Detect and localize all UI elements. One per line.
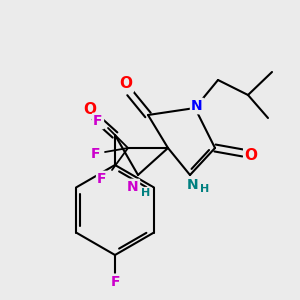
Text: H: H <box>141 188 151 198</box>
Text: F: F <box>97 172 107 186</box>
Text: O: O <box>119 76 133 92</box>
Text: N: N <box>191 99 203 113</box>
Text: H: H <box>200 184 210 194</box>
Text: F: F <box>93 114 103 128</box>
Text: N: N <box>127 180 139 194</box>
Text: N: N <box>187 178 199 192</box>
Text: F: F <box>90 147 100 161</box>
Text: O: O <box>244 148 257 163</box>
Text: F: F <box>110 275 120 289</box>
Text: O: O <box>83 101 97 116</box>
